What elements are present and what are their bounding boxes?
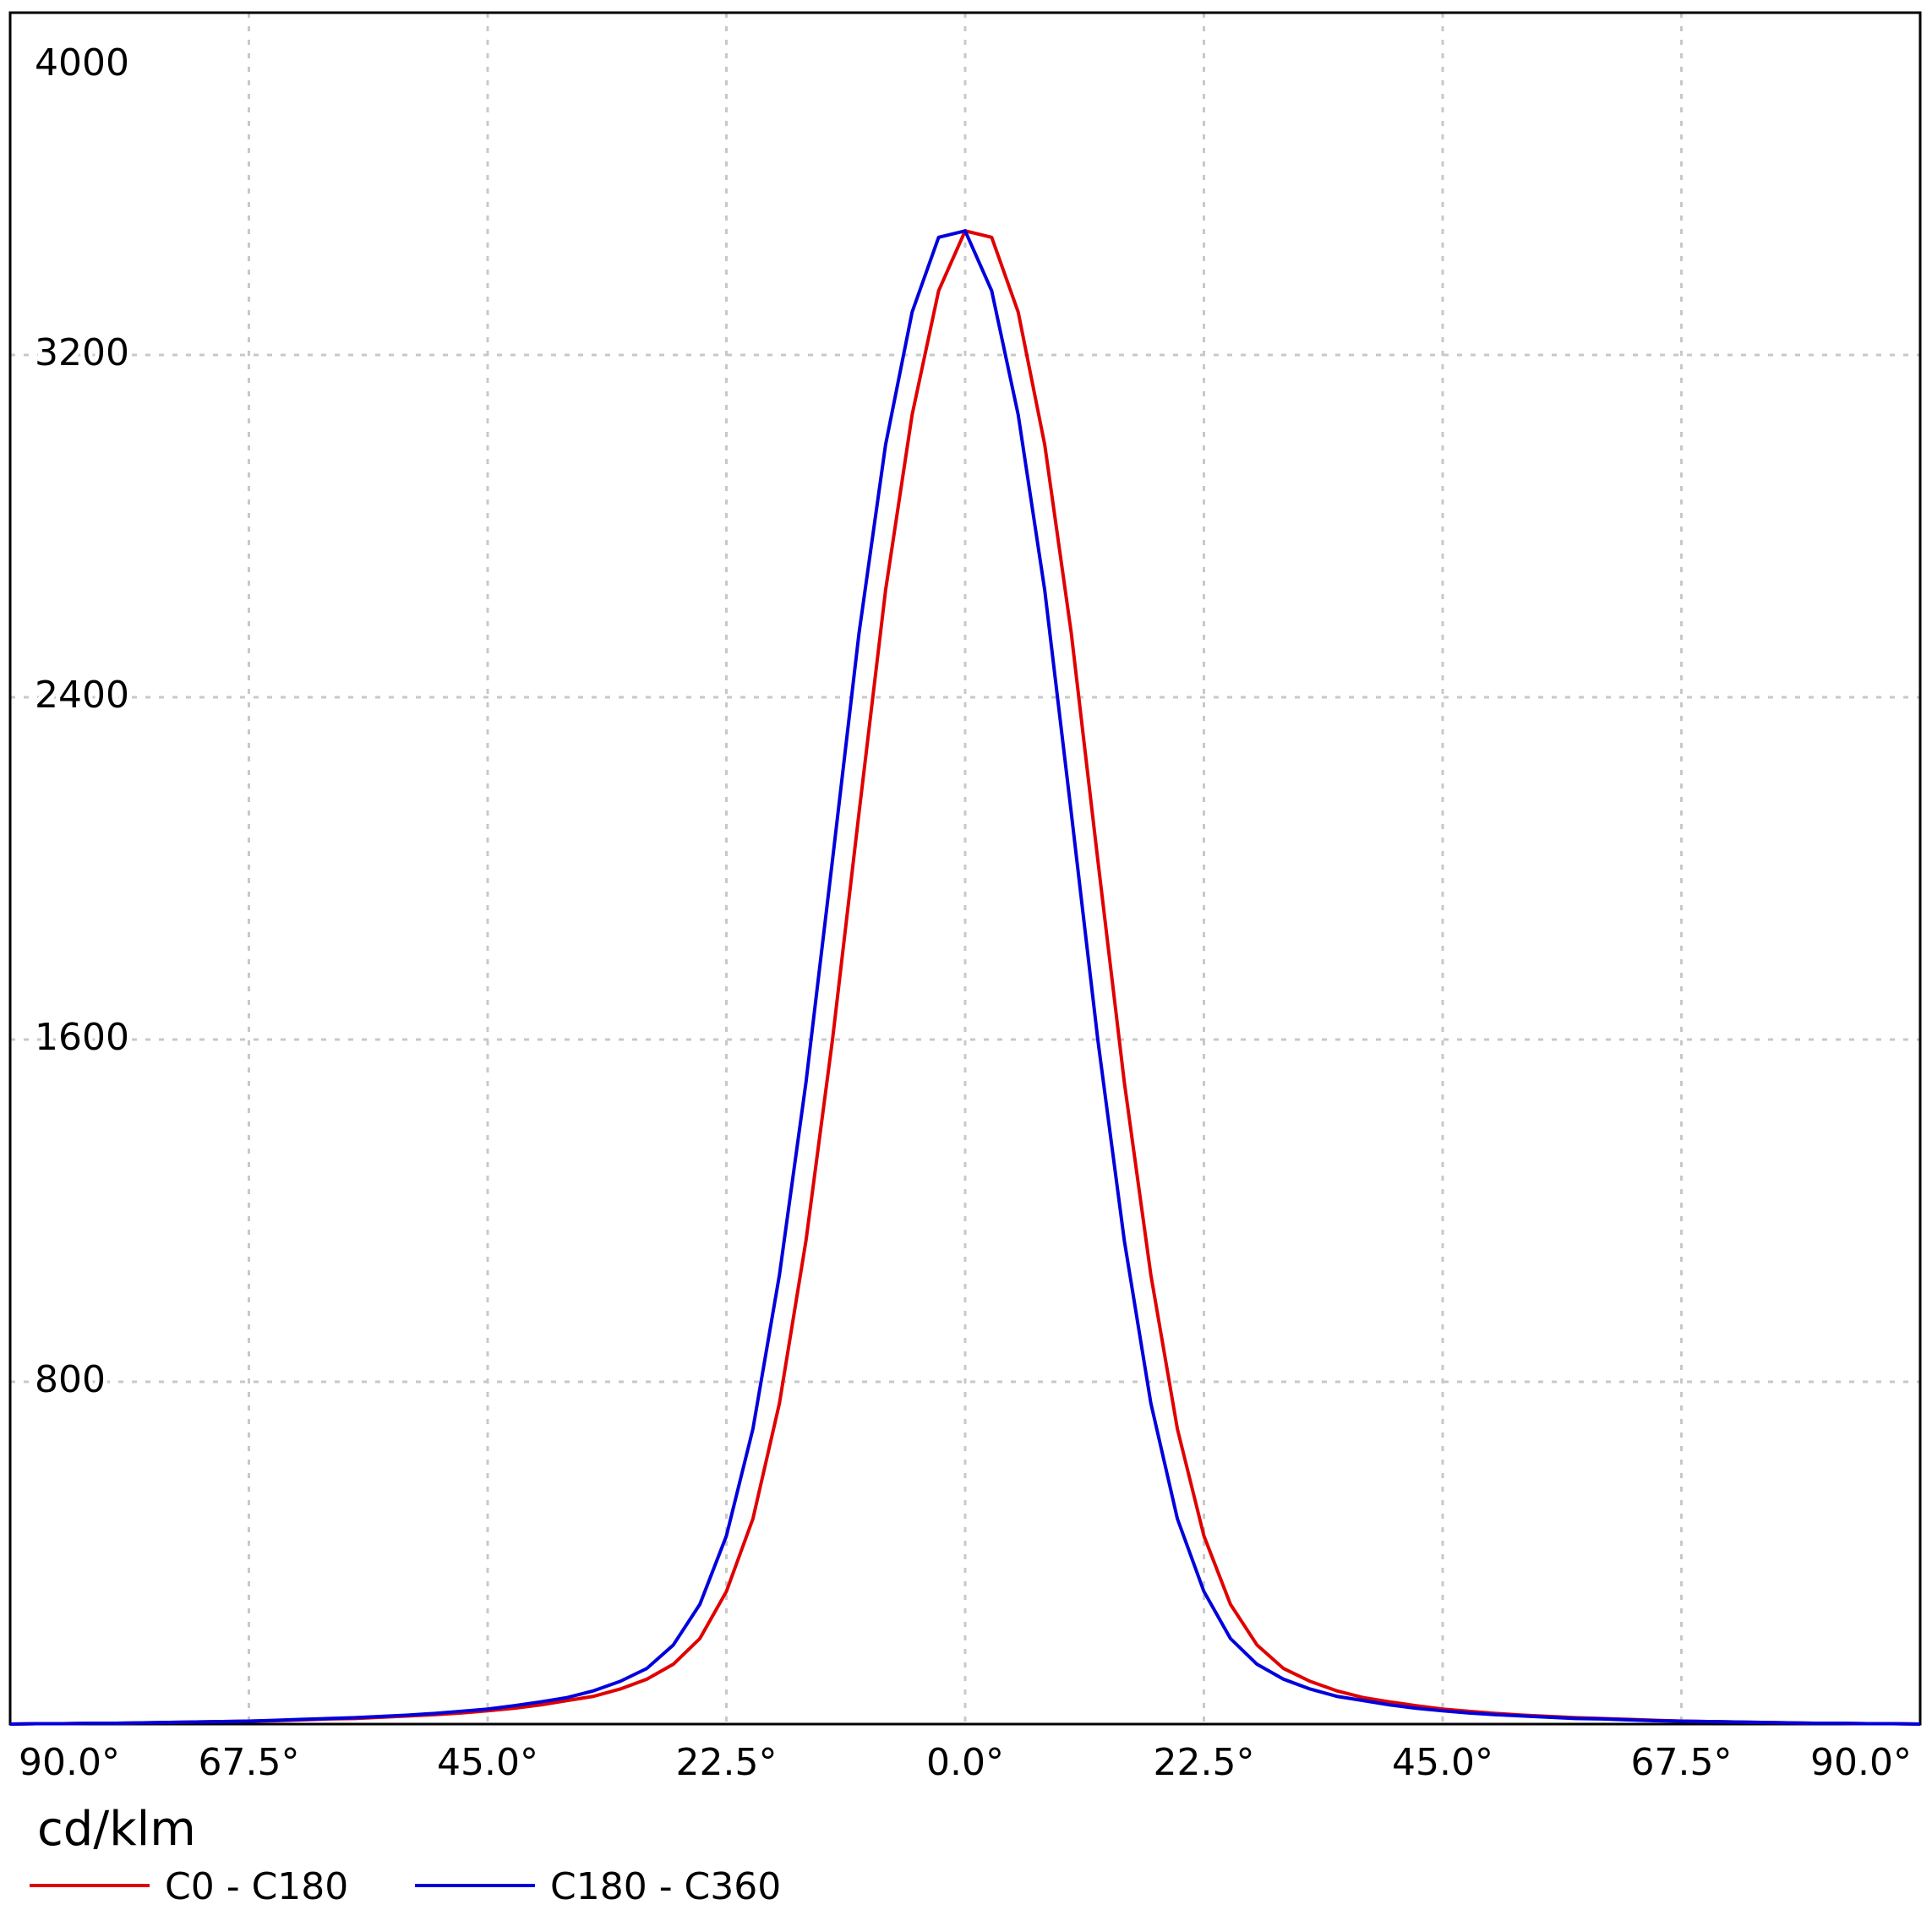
x-tick-label: 0.0° — [926, 1741, 1004, 1784]
x-tick-label: 67.5° — [1631, 1741, 1733, 1784]
x-tick-label: 67.5° — [199, 1741, 300, 1784]
plot-border — [8, 11, 1922, 1726]
y-tick-label: 800 — [35, 1358, 106, 1401]
legend-label: C180 - C360 — [550, 1865, 781, 1908]
y-tick-label: 4000 — [35, 41, 129, 85]
x-tick-label: 45.0° — [437, 1741, 538, 1784]
y-tick-label: 3200 — [35, 331, 129, 374]
x-tick-label: 90.0° — [1810, 1741, 1912, 1784]
y-tick-label: 2400 — [35, 674, 129, 717]
legend-label: C0 - C180 — [165, 1865, 348, 1908]
x-tick-label: 90.0° — [19, 1741, 120, 1784]
x-tick-label: 45.0° — [1392, 1741, 1493, 1784]
y-tick-label: 1600 — [35, 1016, 129, 1059]
x-tick-label: 22.5° — [1154, 1741, 1255, 1784]
x-tick-label: 22.5° — [676, 1741, 778, 1784]
series-line — [9, 229, 1921, 1726]
y-axis-label: cd/klm — [37, 1802, 196, 1857]
